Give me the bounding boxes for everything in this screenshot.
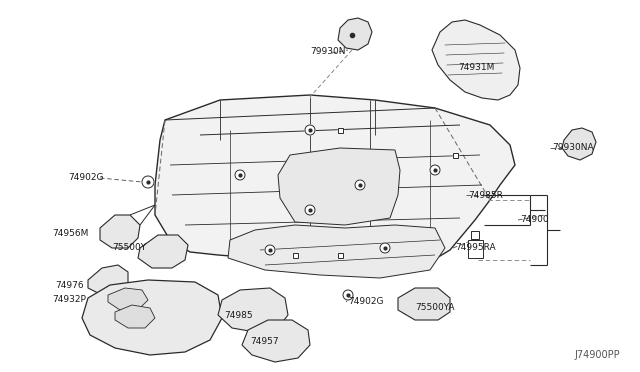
Bar (468, 240, 483, 258)
Polygon shape (138, 235, 188, 268)
Polygon shape (88, 265, 128, 295)
Text: J74900PP: J74900PP (574, 350, 620, 360)
Polygon shape (228, 225, 445, 278)
Circle shape (142, 176, 154, 188)
Text: 74985R: 74985R (468, 190, 503, 199)
Bar (468, 240, 483, 258)
Circle shape (430, 165, 440, 175)
Polygon shape (398, 288, 450, 320)
Text: 74956M: 74956M (52, 228, 88, 237)
Polygon shape (100, 215, 140, 248)
Text: 79930NA: 79930NA (552, 144, 594, 153)
Text: 74976: 74976 (55, 280, 84, 289)
Polygon shape (108, 288, 148, 310)
Polygon shape (432, 20, 520, 100)
Bar (292, 253, 298, 257)
Polygon shape (82, 280, 222, 355)
Polygon shape (218, 288, 288, 332)
Circle shape (380, 243, 390, 253)
Text: 74902G: 74902G (348, 298, 383, 307)
Circle shape (305, 205, 315, 215)
Bar (337, 128, 342, 132)
Bar (452, 153, 458, 157)
Text: 79930N: 79930N (310, 48, 346, 57)
Circle shape (235, 170, 245, 180)
Bar (452, 153, 458, 157)
Polygon shape (115, 305, 155, 328)
Text: 75500Y: 75500Y (112, 244, 146, 253)
Bar (471, 231, 479, 239)
Circle shape (265, 245, 275, 255)
Circle shape (355, 180, 365, 190)
Circle shape (343, 290, 353, 300)
Circle shape (305, 125, 315, 135)
Text: 74932P: 74932P (52, 295, 86, 305)
Text: 74995RA: 74995RA (455, 244, 495, 253)
Polygon shape (242, 320, 310, 362)
Polygon shape (278, 148, 400, 225)
Text: 74957: 74957 (250, 337, 278, 346)
Text: 74985: 74985 (224, 311, 253, 320)
Polygon shape (338, 18, 372, 50)
Polygon shape (155, 95, 515, 275)
Bar (337, 253, 342, 257)
Bar (337, 253, 342, 257)
Text: 74931M: 74931M (458, 64, 494, 73)
Polygon shape (562, 128, 596, 160)
Bar (471, 231, 479, 239)
Text: 74900: 74900 (520, 215, 548, 224)
Text: 75500YA: 75500YA (415, 304, 454, 312)
Bar (337, 128, 342, 132)
Bar (292, 253, 298, 257)
Text: 74902G: 74902G (68, 173, 104, 183)
